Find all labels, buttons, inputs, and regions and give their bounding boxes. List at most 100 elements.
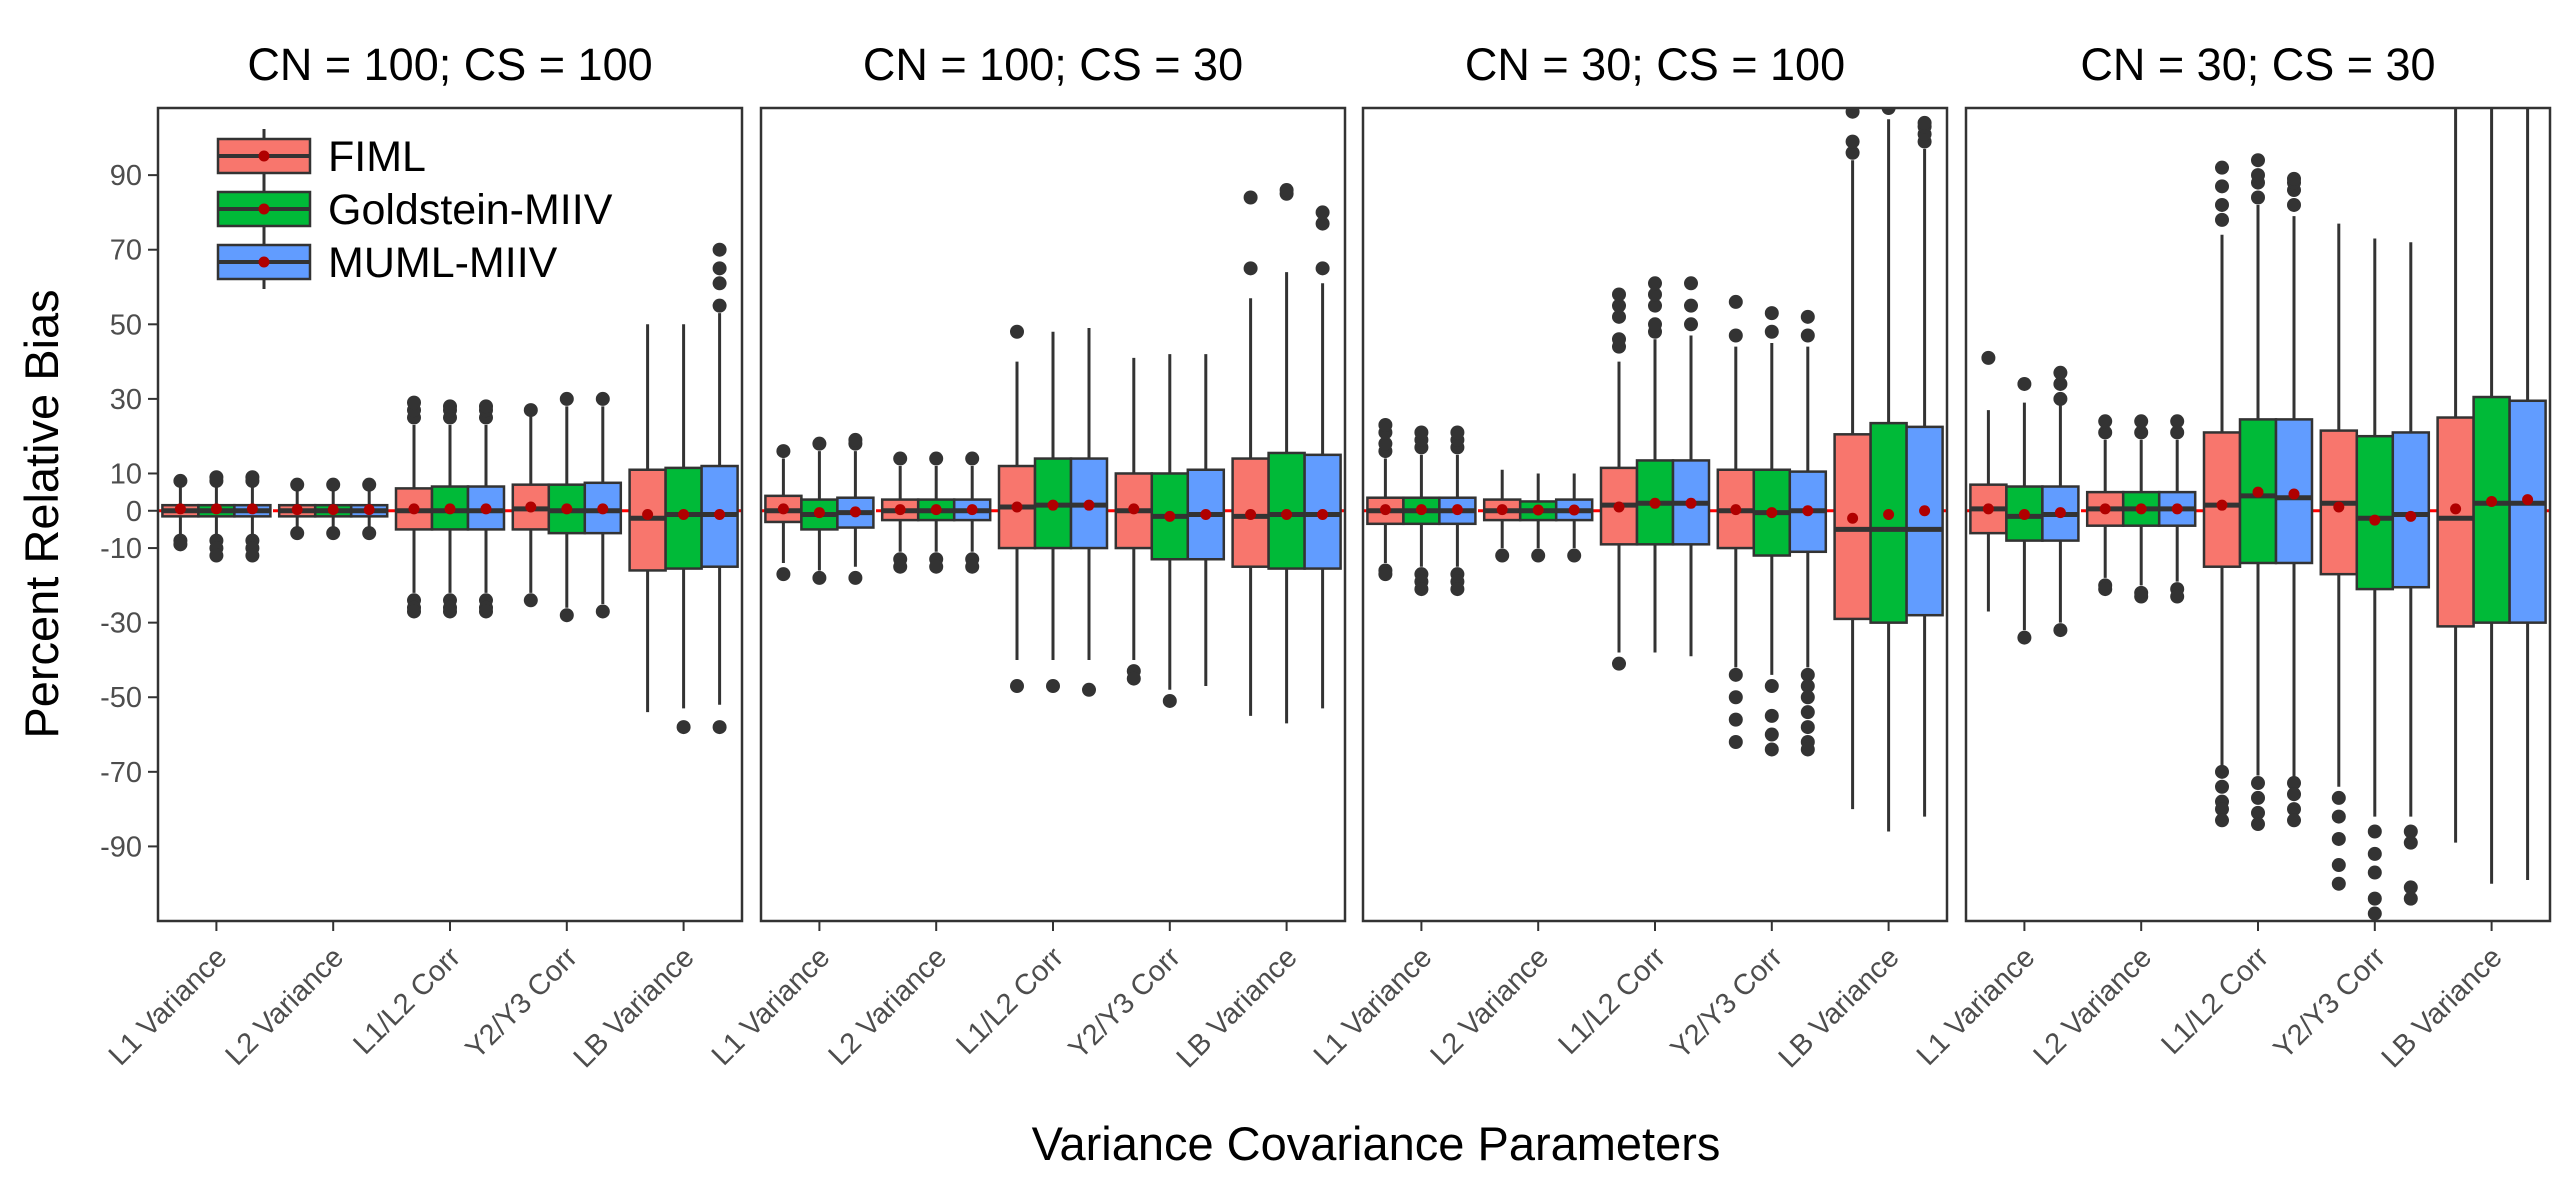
outlier-point (2331, 831, 2346, 846)
mean-point (327, 504, 339, 516)
box (1752, 306, 1792, 757)
mean-point (966, 504, 978, 516)
box-iqr (2508, 399, 2547, 624)
box (2121, 414, 2161, 604)
outlier-point (173, 473, 188, 488)
mean-point (1613, 501, 1625, 513)
box (1114, 357, 1154, 686)
box (2472, 108, 2511, 884)
outlier-point (2215, 802, 2229, 817)
outlier-point (2215, 212, 2229, 227)
mean-point (2135, 503, 2147, 515)
mean-point (1568, 504, 1580, 516)
outlier-point (2215, 764, 2229, 779)
legend-label: MUML-MIIV (328, 239, 558, 287)
outlier-point (2287, 802, 2301, 817)
outlier-point (2403, 824, 2418, 839)
mean-point (2522, 494, 2534, 506)
mean-point (1011, 501, 1023, 513)
outlier-point (2251, 805, 2265, 820)
box (1366, 417, 1405, 582)
outlier-point (712, 276, 727, 291)
outlier-point (1981, 350, 1996, 365)
box (916, 451, 956, 574)
outlier-point (2287, 787, 2301, 802)
outlier-point (1378, 417, 1393, 432)
box (1716, 294, 1756, 749)
outlier-point (1684, 317, 1698, 332)
outlier-point (1764, 727, 1779, 742)
outlier-point (1414, 425, 1429, 440)
outlier-point (1800, 309, 1815, 324)
legend-label: FIML (328, 133, 426, 181)
outlier-point (1648, 276, 1662, 291)
x-tick-label: L1 Variance (1911, 941, 2042, 1072)
panel-title: CN = 100; CS = 30 (863, 39, 1243, 90)
outlier-point (443, 604, 457, 619)
box (1671, 276, 1711, 657)
outlier-point (1082, 682, 1096, 697)
outlier-point (362, 477, 377, 492)
outlier-point (2251, 168, 2265, 183)
outlier-point (893, 559, 908, 574)
outlier-point (2331, 809, 2346, 824)
mean-point (2216, 499, 2228, 511)
mean-point (363, 504, 375, 516)
box (1231, 190, 1270, 716)
box (2508, 108, 2547, 880)
outlier-point (1800, 742, 1815, 757)
outlier-point (929, 451, 944, 466)
box (1554, 473, 1594, 563)
outlier-point (1450, 582, 1465, 597)
mean-point (1496, 504, 1508, 516)
box (1069, 328, 1109, 697)
x-tick-label: L1 Variance (103, 941, 234, 1072)
outlier-point (1378, 567, 1393, 582)
outlier-point (1764, 708, 1779, 723)
outlier-point (559, 608, 574, 623)
outlier-point (1684, 276, 1698, 291)
outlier-point (290, 526, 305, 541)
mean-point (1047, 499, 1059, 511)
mean-point (480, 503, 492, 515)
box (1402, 425, 1441, 597)
box (2319, 223, 2359, 891)
outlier-point (1800, 328, 1815, 343)
outlier-point (2403, 835, 2418, 850)
outlier-point (1414, 582, 1429, 597)
x-tick-label: L1/L2 Corr (2155, 941, 2275, 1061)
x-tick-label: L1/L2 Corr (347, 941, 467, 1061)
outlier-point (1315, 216, 1330, 231)
x-tick-label: LB Variance (2376, 941, 2509, 1074)
legend-item: Goldstein-MIIV (216, 182, 613, 236)
outlier-point (1648, 317, 1662, 332)
outlier-point (595, 604, 610, 619)
mean-point (1317, 509, 1329, 520)
mean-point (894, 504, 906, 516)
x-tick-label: LB Variance (1171, 941, 1304, 1074)
outlier-point (2134, 414, 2149, 429)
outlier-point (712, 242, 727, 257)
mean-point (1847, 512, 1859, 524)
box (1635, 276, 1675, 653)
panel-title: CN = 30; CS = 100 (1465, 39, 1845, 90)
outlier-point (1881, 108, 1896, 115)
outlier-point (2215, 779, 2229, 794)
outlier-point (2053, 365, 2068, 380)
box (2041, 365, 2080, 638)
mean-point (525, 501, 537, 513)
mean-point (246, 503, 258, 515)
box-iqr (2472, 395, 2511, 624)
outlier-point (2251, 817, 2265, 832)
outlier-point (2331, 858, 2346, 873)
mean-point (174, 503, 186, 515)
box (700, 242, 739, 735)
outlier-point (2098, 582, 2113, 597)
box (394, 395, 434, 619)
outlier-point (812, 436, 827, 451)
outlier-point (1800, 679, 1815, 694)
box (880, 451, 920, 574)
outlier-point (595, 391, 610, 406)
x-axis-label: Variance Covariance Parameters (1032, 1117, 1721, 1170)
panel-title: CN = 30; CS = 30 (2080, 39, 2435, 90)
